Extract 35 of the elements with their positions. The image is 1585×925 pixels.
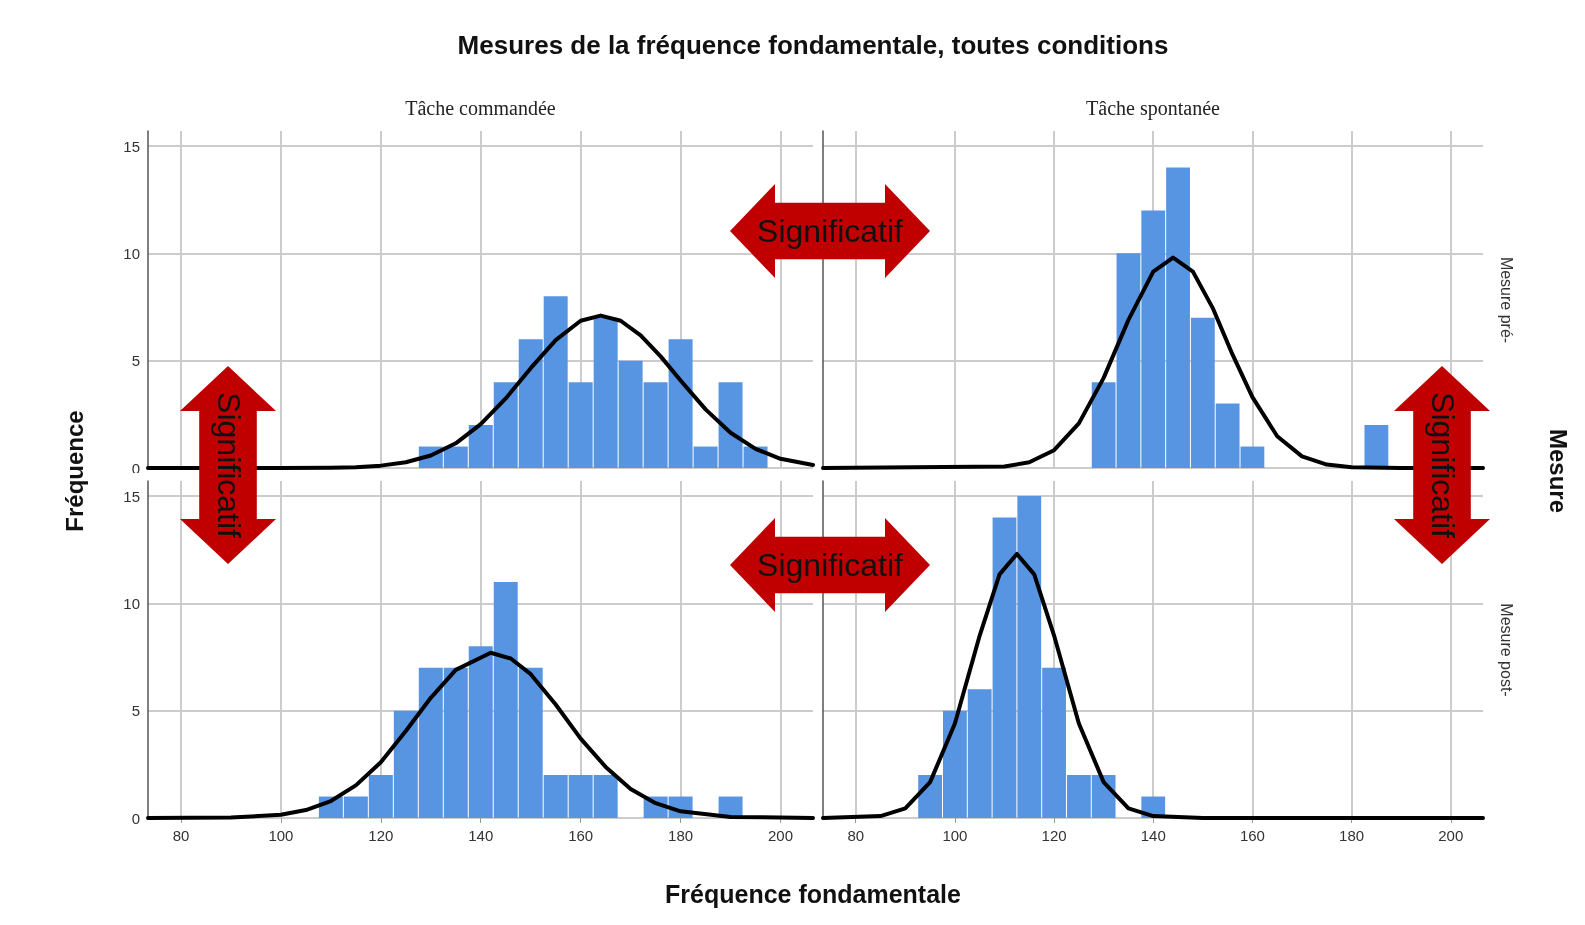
y-tick-label: 5 <box>131 702 140 720</box>
x-tick-label: 80 <box>172 827 190 844</box>
chart-subtitle: Tâche spontanée <box>1086 97 1220 120</box>
y-tick-label: 15 <box>123 137 140 155</box>
x-tick-label: 140 <box>468 827 494 844</box>
annotation: Significatif <box>209 392 247 538</box>
x-tick-label: 120 <box>1041 827 1067 844</box>
y2-axis-title: Mesure <box>1544 428 1572 514</box>
x-tick-label: 180 <box>1339 827 1365 844</box>
x-tick-label: 200 <box>768 827 794 844</box>
annotation: Significatif <box>1423 392 1461 538</box>
x-tick-label: 80 <box>847 827 865 844</box>
x-tick-label: 180 <box>668 827 694 844</box>
line-series <box>146 650 815 820</box>
y-axis-title: Fréquence <box>61 410 89 532</box>
y-tick-label: 15 <box>123 487 140 505</box>
y2-axis-title: Mesure post- <box>1497 602 1515 697</box>
chart-title: Mesures de la fréquence fondamentale, toutes conditions <box>457 29 1169 61</box>
x-tick-label: 100 <box>268 827 294 844</box>
y-tick-label: 5 <box>131 352 140 370</box>
annotation: Significatif <box>757 546 903 584</box>
x-tick-label: 160 <box>568 827 594 844</box>
x-tick-label: 140 <box>1140 827 1166 844</box>
y-tick-label: 10 <box>123 244 140 262</box>
x-tick-label: 120 <box>368 827 394 844</box>
chart-subtitle: Tâche commandée <box>405 97 556 120</box>
x-tick-label: 200 <box>1438 827 1464 844</box>
x-tick-label: 160 <box>1239 827 1265 844</box>
y-tick-label: 0 <box>131 809 140 827</box>
y-tick-label: 10 <box>123 594 140 612</box>
annotation: Significatif <box>757 212 903 250</box>
y-tick-label: 0 <box>131 459 140 477</box>
x-tick-label: 100 <box>942 827 968 844</box>
x-axis-title: Fréquence fondamentale <box>665 879 961 909</box>
y2-axis-title: Mesure pré- <box>1497 256 1515 343</box>
